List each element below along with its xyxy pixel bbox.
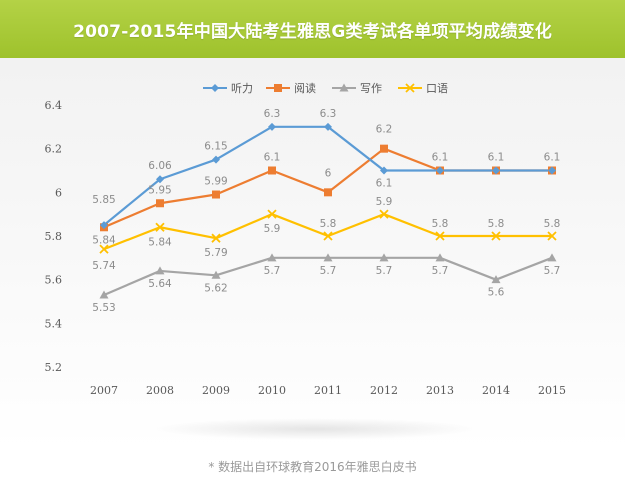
data-label: 5.84 bbox=[148, 236, 172, 248]
data-label: 5.64 bbox=[148, 278, 172, 290]
data-point bbox=[492, 166, 500, 175]
data-point bbox=[155, 222, 165, 232]
data-point bbox=[156, 175, 164, 184]
data-point bbox=[99, 290, 109, 299]
data-label: 6.3 bbox=[320, 108, 337, 120]
data-label: 5.8 bbox=[320, 218, 337, 230]
data-point bbox=[100, 221, 108, 230]
data-label: 5.7 bbox=[376, 265, 393, 277]
legend-marker bbox=[211, 84, 219, 92]
data-label: 5.7 bbox=[264, 265, 281, 277]
data-point bbox=[436, 166, 444, 175]
x-tick-label: 2013 bbox=[426, 384, 454, 397]
data-label: 5.53 bbox=[92, 302, 115, 314]
data-point bbox=[435, 253, 445, 262]
data-point bbox=[268, 122, 276, 131]
panel-shadow bbox=[150, 418, 480, 440]
data-label: 6.06 bbox=[148, 160, 172, 172]
y-tick-label: 6.2 bbox=[45, 143, 63, 156]
data-point bbox=[380, 166, 388, 175]
data-point bbox=[491, 231, 501, 241]
data-point bbox=[324, 122, 332, 131]
chart-panel bbox=[0, 58, 625, 450]
data-point bbox=[211, 270, 221, 279]
y-tick-label: 5.2 bbox=[45, 361, 63, 374]
x-tick-label: 2011 bbox=[314, 384, 342, 397]
data-label: 5.84 bbox=[92, 234, 116, 246]
data-label: 5.85 bbox=[92, 194, 115, 206]
footnote: * 数据出自环球教育2016年雅思白皮书 bbox=[208, 460, 417, 474]
data-label: 5.7 bbox=[432, 265, 449, 277]
legend-label: 口语 bbox=[426, 82, 448, 95]
data-label: 5.79 bbox=[204, 247, 227, 259]
legend-label: 写作 bbox=[360, 82, 382, 95]
data-point bbox=[212, 190, 220, 199]
x-tick-label: 2008 bbox=[146, 384, 174, 397]
data-label: 5.95 bbox=[148, 184, 171, 196]
legend-label: 阅读 bbox=[294, 81, 316, 95]
x-tick-label: 2007 bbox=[90, 384, 118, 397]
x-tick-label: 2014 bbox=[482, 384, 510, 397]
title-bar: 2007-2015年中国大陆考生雅思G类考试各单项平均成绩变化 bbox=[0, 0, 625, 58]
data-point bbox=[435, 231, 445, 241]
data-label: 6.3 bbox=[264, 108, 281, 120]
legend-marker bbox=[339, 83, 349, 92]
data-label: 5.7 bbox=[544, 265, 561, 277]
data-point bbox=[211, 233, 221, 243]
data-point bbox=[99, 244, 109, 254]
data-label: 5.9 bbox=[264, 223, 281, 235]
data-point bbox=[156, 199, 164, 208]
data-point bbox=[379, 253, 389, 262]
data-label: 5.9 bbox=[376, 196, 393, 208]
data-label: 6.1 bbox=[376, 178, 393, 190]
data-point bbox=[380, 144, 388, 153]
data-label: 6.1 bbox=[544, 152, 561, 164]
data-point bbox=[212, 155, 220, 164]
data-label: 5.99 bbox=[204, 176, 227, 188]
legend-marker bbox=[405, 83, 415, 93]
x-tick-label: 2015 bbox=[538, 384, 566, 397]
line-chart: 5.2 5.4 5.6 5.8 6 6.2 6.4 2007 2008 2009 2010 2011 2… bbox=[45, 81, 567, 397]
legend-marker bbox=[274, 84, 282, 92]
data-point bbox=[324, 188, 332, 197]
data-point bbox=[548, 166, 556, 175]
data-label: 6 bbox=[325, 167, 332, 179]
data-label: 6.1 bbox=[264, 152, 281, 164]
data-label: 5.6 bbox=[488, 287, 505, 299]
x-tick-label: 2010 bbox=[258, 384, 286, 397]
legend-label: 听力 bbox=[231, 82, 253, 95]
data-point bbox=[268, 166, 276, 175]
data-label: 5.74 bbox=[92, 260, 116, 272]
y-tick-label: 5.4 bbox=[45, 317, 63, 330]
data-point bbox=[267, 209, 277, 219]
x-tick-label: 2012 bbox=[370, 384, 398, 397]
data-point bbox=[155, 266, 165, 275]
data-point bbox=[491, 275, 501, 284]
data-point bbox=[323, 253, 333, 262]
data-point bbox=[547, 253, 557, 262]
data-label: 6.1 bbox=[488, 152, 505, 164]
chart-title: 2007-2015年中国大陆考生雅思G类考试各单项平均成绩变化 bbox=[73, 21, 552, 42]
y-tick-label: 6.4 bbox=[45, 99, 63, 112]
data-label: 6.2 bbox=[376, 124, 393, 136]
data-label: 6.15 bbox=[204, 141, 227, 153]
data-point bbox=[323, 231, 333, 241]
data-label: 5.7 bbox=[320, 265, 337, 277]
y-tick-label: 5.6 bbox=[45, 274, 63, 287]
data-label: 5.8 bbox=[488, 218, 505, 230]
y-tick-label: 5.8 bbox=[45, 230, 63, 243]
data-point bbox=[547, 231, 557, 241]
data-point bbox=[267, 253, 277, 262]
data-label: 6.1 bbox=[432, 152, 449, 164]
data-label: 5.62 bbox=[204, 282, 227, 294]
data-label: 5.8 bbox=[432, 218, 449, 230]
data-point bbox=[379, 209, 389, 219]
y-tick-label: 6 bbox=[55, 186, 62, 199]
data-label: 5.8 bbox=[544, 218, 561, 230]
x-tick-label: 2009 bbox=[202, 384, 230, 397]
